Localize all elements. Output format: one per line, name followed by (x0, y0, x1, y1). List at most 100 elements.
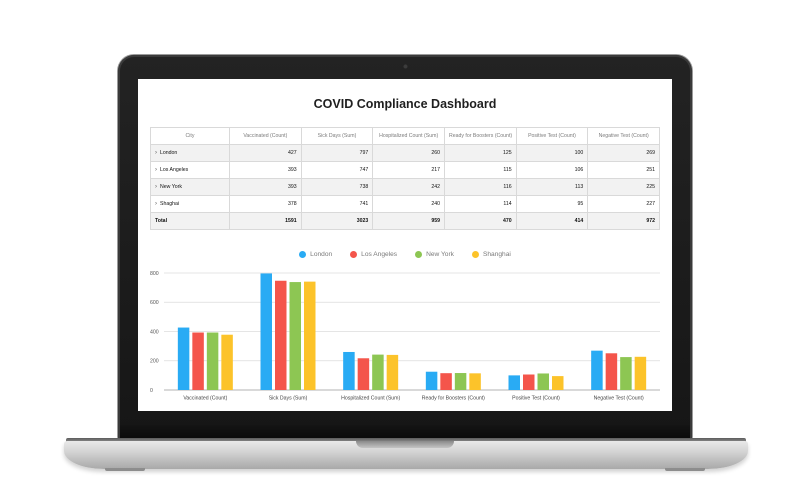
bar (440, 373, 452, 390)
column-header-negative-test[interactable]: Negative Test (Count) (587, 127, 660, 145)
column-header-positive-test[interactable]: Positive Test (Count) (515, 127, 589, 145)
table-cell: 227 (587, 195, 660, 213)
table-cell: 95 (515, 195, 589, 213)
camera-icon (403, 64, 408, 69)
laptop-foot-right (665, 468, 705, 471)
total-cell: 1591 (229, 212, 302, 230)
row-label-cell[interactable]: › New York (150, 178, 230, 196)
city-name: New York (160, 184, 182, 190)
laptop-foot-left (105, 468, 145, 471)
bar (357, 358, 370, 390)
table-cell: 741 (300, 195, 374, 213)
table-cell: 797 (300, 144, 374, 162)
column-header-city[interactable]: City (150, 127, 230, 145)
total-label: Total (150, 212, 230, 230)
table-cell: 738 (300, 178, 374, 196)
total-cell: 972 (587, 212, 660, 230)
column-header-vaccinated[interactable]: Vaccinated (Count) (229, 127, 302, 145)
legend-item[interactable]: Los Angeles (350, 251, 397, 258)
legend-item[interactable]: New York (415, 251, 454, 258)
table-cell: 100 (515, 144, 589, 162)
bar (206, 332, 219, 390)
laptop-notch (356, 441, 454, 448)
total-cell: 414 (515, 212, 589, 230)
table-cell: 269 (587, 144, 660, 162)
table-cell: 114 (443, 195, 517, 213)
table-cell: 393 (229, 178, 302, 196)
bar-chart: 0 200 400 600 800 Vaccinated (Count) Sick Days… (150, 271, 660, 402)
dashboard-title: COVID Compliance Dashboard (313, 97, 497, 111)
table-cell: 106 (515, 161, 589, 179)
laptop-bezel-bottom (120, 425, 690, 439)
row-label-cell[interactable]: › Los Angeles (150, 161, 230, 179)
table-header-row: City Vaccinated (Count) Sick Days (Sum) … (150, 127, 660, 145)
chevron-right-icon[interactable]: › (155, 201, 157, 207)
y-tick-label: 0 (150, 388, 153, 394)
x-tick-label: Vaccinated (Count) (183, 396, 227, 402)
table-total-row: Total 1591 3023 959 470 414 972 (150, 212, 660, 230)
table-cell: 225 (587, 178, 660, 196)
table-cell: 113 (515, 178, 589, 196)
legend-item[interactable]: London (299, 251, 332, 258)
y-tick-label: 800 (150, 271, 159, 277)
table-cell: 260 (372, 144, 445, 162)
legend-item[interactable]: Shanghai (471, 251, 511, 258)
y-tick-label: 400 (150, 329, 159, 335)
chevron-right-icon[interactable]: › (155, 167, 157, 173)
bar (343, 351, 355, 390)
bar (620, 357, 632, 390)
bar (634, 356, 647, 390)
legend-label: Los Angeles (361, 251, 398, 258)
legend-label: London (310, 251, 333, 258)
bar (221, 334, 233, 390)
table-cell: 747 (300, 161, 374, 179)
total-cell: 3023 (300, 212, 374, 230)
table-cell: 378 (229, 195, 302, 213)
table-row[interactable]: › Los Angeles 393 747 217 115 106 251 (150, 161, 660, 179)
legend-label: New York (426, 251, 454, 258)
table-cell: 115 (443, 161, 517, 179)
chevron-right-icon[interactable]: › (155, 150, 157, 156)
row-label-cell[interactable]: › London (150, 144, 230, 162)
bar (275, 280, 287, 390)
legend-swatch (350, 251, 358, 258)
bar (372, 354, 384, 390)
bar (260, 273, 272, 390)
row-label-cell[interactable]: › Shaghai (150, 195, 230, 213)
bar (523, 374, 535, 390)
table-row[interactable]: › Shaghai 378 741 240 114 95 227 (150, 195, 660, 213)
x-tick-label: Positive Test (Count) (512, 396, 560, 402)
city-name: London (160, 150, 178, 156)
bar (289, 282, 301, 390)
table-cell: 251 (587, 161, 660, 179)
legend-label: Shanghai (482, 251, 511, 258)
total-cell: 959 (372, 212, 445, 230)
table-row[interactable]: › London 427 797 260 125 100 269 (150, 144, 660, 162)
legend-swatch (415, 251, 423, 258)
bar (469, 373, 481, 390)
chevron-right-icon[interactable]: › (155, 184, 157, 190)
city-name: Los Angeles (160, 167, 189, 173)
x-tick-label: Negative Test (Count) (594, 396, 644, 402)
table-cell: 240 (372, 195, 445, 213)
total-cell: 470 (443, 212, 517, 230)
bar (386, 354, 399, 390)
bar (552, 376, 564, 390)
table-row[interactable]: › New York 393 738 242 116 113 225 (150, 178, 660, 196)
bar (508, 375, 520, 390)
bar (591, 350, 603, 390)
column-header-sick-days[interactable]: Sick Days (Sum) (300, 127, 374, 145)
column-header-hospitalized[interactable]: Hospitalized Count (Sum) (372, 127, 445, 145)
bar (192, 332, 204, 390)
bar (304, 281, 316, 390)
table-cell: 427 (229, 144, 302, 162)
table-cell: 242 (372, 178, 445, 196)
legend-swatch (299, 251, 307, 258)
bar (537, 373, 549, 390)
dashboard-screen: COVID Compliance Dashboard City Vaccinat… (138, 79, 672, 411)
city-name: Shaghai (160, 201, 180, 207)
x-tick-label: Hospitalized Count (Sum) (341, 396, 400, 402)
column-header-ready-boosters[interactable]: Ready for Boosters (Count) (443, 127, 517, 145)
y-tick-label: 600 (150, 300, 159, 306)
bar (454, 373, 467, 390)
